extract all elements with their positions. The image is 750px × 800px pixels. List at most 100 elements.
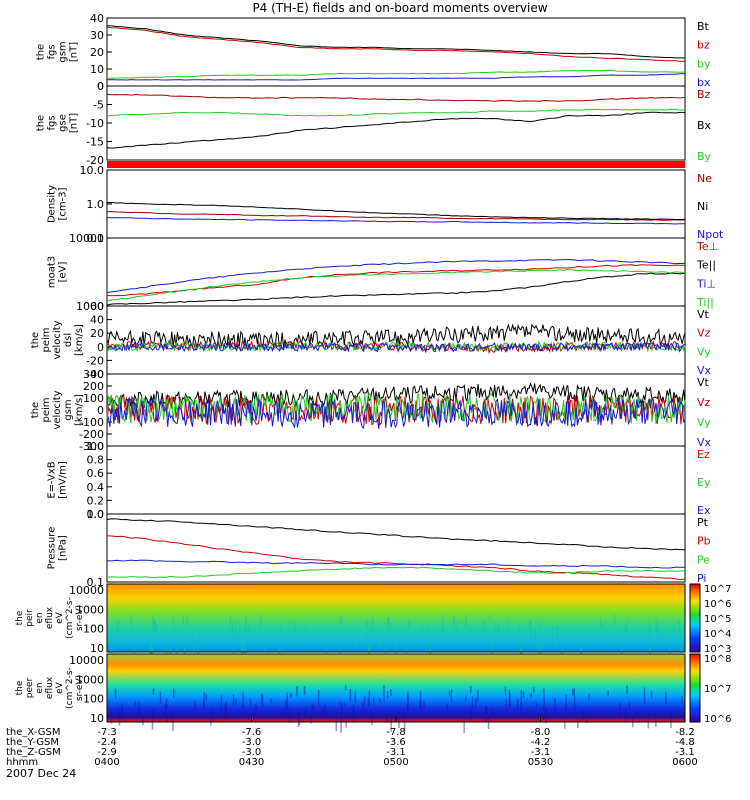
spectrogram-texture <box>154 619 156 629</box>
spectrogram-texture <box>317 690 320 707</box>
spectrogram-texture <box>507 621 509 628</box>
spectrogram-texture <box>151 715 154 730</box>
y-tick-label: -5 <box>93 99 104 112</box>
y-tick-label: 10 <box>90 712 104 725</box>
spectrogram-texture <box>118 709 121 726</box>
spectrogram-texture <box>407 695 409 712</box>
y-tick-label: -15 <box>86 136 104 149</box>
spectrogram-texture <box>386 714 388 723</box>
spectrogram-texture <box>403 715 406 732</box>
spectrogram-texture <box>383 685 385 702</box>
spectrogram-texture <box>371 617 374 632</box>
spectrogram-texture <box>649 623 651 634</box>
legend-Vy: Vy <box>697 416 711 429</box>
spectrogram-texture <box>649 647 651 655</box>
spectrogram-texture <box>536 634 538 650</box>
spectrogram-texture <box>519 622 521 631</box>
spectrogram-texture <box>450 689 453 703</box>
spectrogram-texture <box>225 701 227 711</box>
spectrogram-texture <box>134 701 137 706</box>
spectrogram-texture <box>572 711 575 717</box>
colorbar-label: 10^6 <box>704 599 731 610</box>
spectrogram-texture <box>463 718 465 734</box>
spectrogram-texture <box>491 708 494 716</box>
legend-Bz: Bz <box>697 88 711 101</box>
x-axis-row-label: the_Z-GSM <box>6 747 61 758</box>
legend-Ni: Ni <box>697 200 708 213</box>
spectrogram-texture <box>658 630 661 638</box>
spectrogram-texture <box>261 694 264 707</box>
y-axis-label: fgs <box>47 115 58 130</box>
spectrogram-texture <box>656 623 658 637</box>
y-axis-label: [km/s] <box>74 394 85 426</box>
spectrogram-texture <box>669 645 671 656</box>
spectrogram-texture <box>305 625 308 642</box>
y-tick-label: 300 <box>83 368 104 381</box>
spectrogram-texture <box>289 707 291 723</box>
panel-frame <box>106 169 686 239</box>
spectrogram-texture <box>647 630 649 645</box>
spectrogram-texture <box>509 692 511 708</box>
series-line-bx <box>106 73 686 81</box>
legend-Ti||: Ti|| <box>696 296 714 309</box>
spectrogram-texture <box>607 690 609 696</box>
y-tick-label: 1000 <box>76 673 104 686</box>
spectrogram-texture <box>474 711 476 718</box>
x-axis-value: 0500 <box>383 757 408 768</box>
x-axis-value: -3.1 <box>531 747 551 758</box>
spectrogram-texture <box>477 689 479 702</box>
spectrogram-texture <box>329 632 332 638</box>
y-tick-label: 1.0 <box>87 440 105 453</box>
legend-Pe: Pe <box>697 553 710 566</box>
spectrogram-texture <box>660 633 662 645</box>
spectrogram-texture <box>169 645 171 661</box>
y-tick-label: -200 <box>79 428 104 441</box>
spectrogram-texture <box>585 716 588 723</box>
spectrogram-texture <box>577 717 579 729</box>
y-axis-label: dsl <box>63 333 74 347</box>
y-tick-label: 0.6 <box>87 467 105 480</box>
y-axis-label: eflux <box>45 606 55 629</box>
spectrogram-texture <box>364 709 366 717</box>
series-line-Vx <box>106 397 686 429</box>
spectrogram-texture <box>150 644 152 655</box>
spectrogram-texture <box>455 621 458 631</box>
series-line-Vt <box>106 323 686 349</box>
spectrogram-texture <box>441 614 444 632</box>
legend-by: by <box>697 57 711 70</box>
x-axis-value: -3.6 <box>386 737 406 748</box>
y-axis-label: [cm-3] <box>58 187 69 220</box>
panel-peir_en_eflux: 10000 1000 100 10 the peir en eflux eV (cm^2-s-sr… <box>15 583 731 664</box>
y-tick-label: 100 <box>83 623 104 636</box>
y-axis-label: [nT] <box>69 113 80 133</box>
y-tick-label: 0 <box>97 80 104 93</box>
series-line-Ti|| <box>106 268 686 302</box>
series-line-Te⊥ <box>106 264 686 297</box>
spectrogram-texture <box>368 698 371 707</box>
y-axis-label: eV <box>55 611 65 624</box>
spectrogram-texture <box>339 647 341 654</box>
x-axis-value: -7.8 <box>386 727 406 738</box>
spectrogram-texture <box>121 703 123 721</box>
spectrogram-texture <box>166 716 168 722</box>
colorbar <box>689 583 701 653</box>
y-tick-label: 0.4 <box>87 481 105 494</box>
spectrogram-texture <box>505 699 507 712</box>
spectrogram-texture <box>390 689 392 697</box>
legend-Bt: Bt <box>697 20 710 33</box>
y-tick-label: 0.1 <box>87 576 105 589</box>
spectrogram-texture <box>586 635 588 650</box>
spectrogram-texture <box>647 713 650 729</box>
spectrogram-texture <box>508 636 510 645</box>
y-tick-label: 100 <box>83 693 104 706</box>
spectrogram-texture <box>681 695 683 704</box>
spectrogram-texture <box>408 620 410 629</box>
y-tick-label: 0 <box>97 80 104 93</box>
spectrogram <box>107 584 685 652</box>
spectrogram-texture <box>470 686 472 693</box>
spectrogram-texture <box>426 626 428 632</box>
spectrogram-texture <box>341 702 343 718</box>
spectrogram-texture <box>321 708 323 714</box>
spectrogram-texture <box>530 693 532 698</box>
spectrogram-texture <box>556 627 558 634</box>
